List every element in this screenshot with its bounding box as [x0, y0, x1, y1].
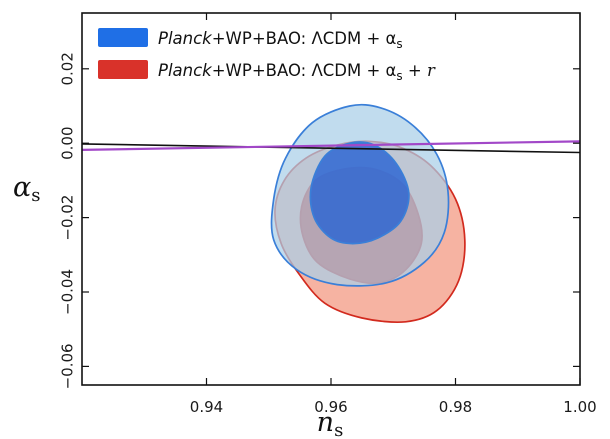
- legend-swatch-blue: [98, 28, 148, 47]
- legend-red-rest: +WP+BAO: ΛCDM + α: [212, 61, 397, 80]
- legend-red-italic: Planck: [158, 61, 213, 80]
- x-axis-title-sub: s: [334, 420, 343, 439]
- legend-entry-red: Planck+WP+BAO: ΛCDM + αs + r: [158, 61, 436, 83]
- y-axis-title: αs: [13, 172, 40, 206]
- legend: Planck+WP+BAO: ΛCDM + αs Planck+WP+BAO: …: [98, 28, 436, 83]
- legend-red-sub: s: [396, 69, 402, 83]
- x-axis-title-base: n: [317, 407, 334, 438]
- contour-layer: [270, 103, 466, 323]
- prediction-lines: [81, 140, 581, 154]
- prediction-line-0: [81, 143, 581, 154]
- legend-blue-rest: +WP+BAO: ΛCDM + α: [212, 29, 397, 48]
- x-tick-label: 0.96: [314, 398, 347, 416]
- y-axis-ticks: −0.06 −0.04 −0.02 0.00 0.02: [59, 52, 580, 389]
- legend-red-suffix: +: [403, 61, 427, 80]
- legend-blue-italic: Planck: [158, 29, 213, 48]
- y-tick-label: −0.04: [59, 269, 77, 315]
- x-axis-title: ns: [317, 407, 344, 439]
- x-tick-label: 0.94: [190, 398, 223, 416]
- legend-blue-sub: s: [396, 37, 402, 51]
- y-tick-label: 0.02: [59, 52, 77, 85]
- y-tick-label: −0.02: [59, 195, 77, 241]
- blue-inner-contour: [309, 141, 410, 245]
- legend-red-r: r: [427, 61, 436, 80]
- y-axis-title-base: α: [13, 172, 31, 203]
- x-tick-label: 0.98: [439, 398, 472, 416]
- y-tick-label: −0.06: [59, 343, 77, 389]
- legend-entry-blue: Planck+WP+BAO: ΛCDM + αs: [158, 29, 403, 51]
- prediction-line-1: [81, 140, 581, 151]
- y-tick-label: 0.00: [59, 126, 77, 159]
- legend-swatch-red: [98, 60, 148, 79]
- x-axis-ticks: 0.94 0.96 0.98 1.00: [190, 13, 597, 416]
- x-tick-label: 1.00: [563, 398, 596, 416]
- y-axis-title-sub: s: [31, 185, 40, 206]
